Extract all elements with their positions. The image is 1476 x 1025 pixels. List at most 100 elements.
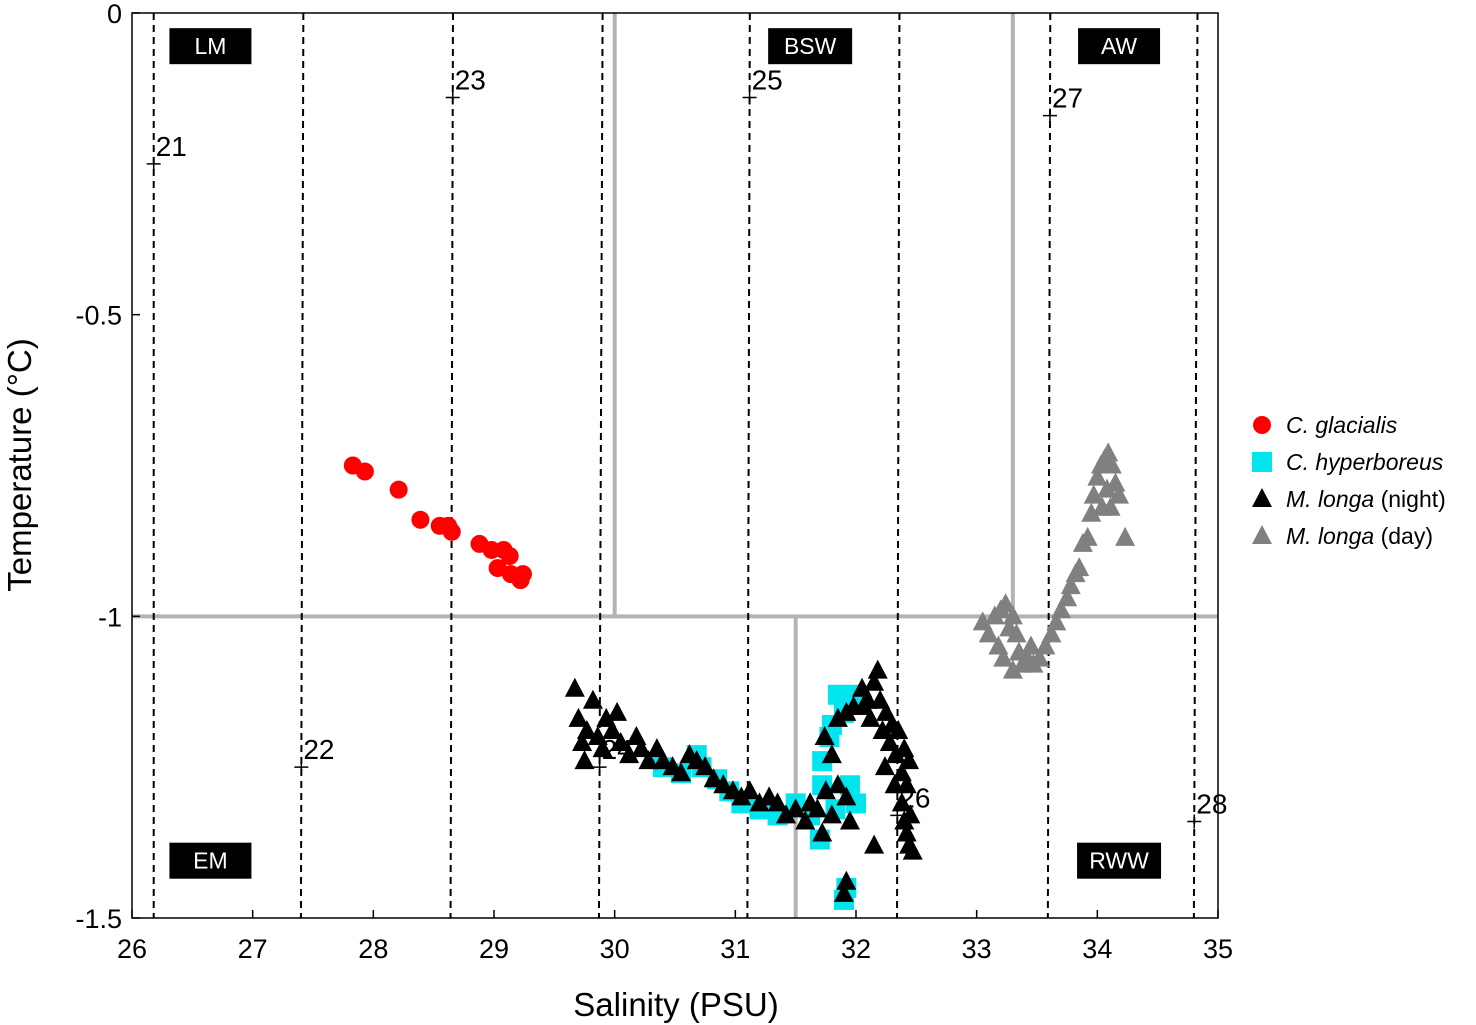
- point-s2-61: [899, 750, 920, 770]
- point-s2-33: [795, 810, 816, 830]
- station-label-22: 22: [303, 734, 334, 765]
- station-marker-24: [592, 760, 607, 775]
- y-tick-label-1: -0.5: [75, 301, 122, 331]
- legend-label-0: C. glacialis: [1286, 412, 1398, 438]
- series-3: [972, 442, 1136, 679]
- data-points: [343, 442, 1136, 910]
- point-s2-73: [874, 756, 895, 776]
- zone-label-RWW: RWW: [1089, 848, 1149, 874]
- point-s2-3: [574, 750, 595, 770]
- point-s2-26: [731, 786, 752, 806]
- point-s2-2: [572, 732, 593, 752]
- station-line-22: [299, 12, 305, 919]
- x-tick-label-8: 34: [1082, 934, 1112, 964]
- point-s2-65: [900, 804, 921, 824]
- legend-species-2: M. longa: [1286, 486, 1374, 512]
- point-s3-29: [1098, 442, 1119, 462]
- legend-marker-2: [1252, 488, 1272, 507]
- point-s3-35: [1100, 496, 1121, 516]
- point-s2-48: [864, 671, 885, 691]
- station-marker-23: [445, 90, 460, 105]
- point-s3-14: [1035, 635, 1056, 655]
- station-line-28: [1192, 12, 1199, 919]
- point-s2-42: [821, 744, 842, 764]
- axis-ticks: 26 27 28 29 30 31 32 33 34 35 0 -0.5 -1 -1.5: [75, 0, 1233, 964]
- point-s0-9: [500, 547, 519, 565]
- point-s2-68: [864, 834, 885, 854]
- point-s3-38: [1002, 659, 1023, 679]
- point-s2-62: [891, 792, 912, 812]
- zone-box-LM: [169, 28, 252, 65]
- point-s2-52: [872, 719, 893, 739]
- point-s2-74: [884, 774, 905, 794]
- station-line-24: [597, 12, 604, 919]
- point-s2-15: [638, 750, 659, 770]
- point-s2-23: [703, 768, 724, 788]
- point-s3-21: [1069, 557, 1090, 577]
- station-marker-22: [294, 760, 309, 775]
- point-s3-13: [1029, 647, 1050, 667]
- series-2: [564, 659, 923, 902]
- station-label-25: 25: [752, 64, 783, 95]
- station-marker-27: [1043, 108, 1057, 123]
- point-s2-27: [739, 780, 760, 800]
- legend: C. glacialis C. hyperboreus M. longa (nigh…: [1252, 412, 1446, 549]
- station-line-26: [896, 12, 901, 919]
- point-s2-51: [860, 707, 881, 727]
- point-s2-24: [713, 774, 734, 794]
- x-tick-label-2: 28: [358, 934, 388, 964]
- point-s3-26: [1087, 466, 1108, 486]
- point-s0-3: [411, 510, 430, 529]
- zone-box-AW: [1078, 28, 1161, 65]
- legend-label-1: C. hyperboreus: [1286, 449, 1444, 475]
- point-s2-69: [836, 870, 857, 890]
- point-s2-72: [853, 695, 874, 715]
- x-tick-label-4: 30: [600, 934, 630, 964]
- point-s2-17: [652, 750, 673, 770]
- point-s2-43: [827, 707, 848, 727]
- point-s2-49: [867, 659, 888, 679]
- legend-label-3: M. longa (day): [1286, 523, 1433, 549]
- point-s0-2: [389, 480, 408, 499]
- point-s2-5: [582, 689, 603, 709]
- legend-suffix-2: (night): [1374, 486, 1446, 512]
- point-s3-37: [993, 647, 1014, 667]
- water-mass-labels: LM BSW AW EM RWW: [169, 28, 1162, 879]
- point-s2-30: [767, 792, 788, 812]
- point-s2-56: [885, 744, 906, 764]
- point-s2-41: [814, 726, 835, 745]
- point-s3-36: [1115, 526, 1136, 546]
- point-s2-22: [695, 756, 716, 776]
- point-s2-57: [888, 719, 909, 739]
- point-s2-4: [576, 719, 597, 739]
- point-s0-14: [439, 516, 458, 535]
- x-axis-title: Salinity (PSU): [573, 986, 778, 1023]
- x-tick-label-7: 33: [962, 934, 992, 964]
- series-0: [343, 456, 532, 590]
- legend-label-2: M. longa (night): [1286, 486, 1446, 512]
- point-s3-23: [1077, 526, 1098, 546]
- station-marker-21: [146, 156, 161, 171]
- legend-species-3: M. longa: [1286, 523, 1374, 549]
- point-s2-40: [836, 786, 857, 806]
- point-s3-17: [1051, 599, 1072, 619]
- station-line-25: [746, 12, 751, 919]
- point-s3-32: [1109, 484, 1130, 504]
- point-s3-5: [995, 593, 1016, 613]
- point-s2-70: [833, 882, 854, 902]
- point-s2-19: [671, 762, 692, 782]
- y-tick-label-0: 0: [107, 0, 122, 29]
- x-tick-label-9: 35: [1203, 934, 1233, 964]
- point-s2-71: [839, 810, 860, 830]
- y-axis-title: Temperature (°C): [1, 338, 38, 591]
- x-tick-label-1: 27: [238, 934, 268, 964]
- y-tick-label-2: -1: [98, 602, 122, 632]
- point-s3-33: [1096, 478, 1117, 498]
- point-s2-11: [610, 732, 631, 752]
- point-s3-7: [1002, 605, 1023, 625]
- legend-species-1: C. hyperboreus: [1286, 449, 1444, 475]
- point-s3-15: [1041, 623, 1062, 643]
- point-s2-10: [607, 701, 628, 721]
- point-s3-25: [1083, 484, 1104, 504]
